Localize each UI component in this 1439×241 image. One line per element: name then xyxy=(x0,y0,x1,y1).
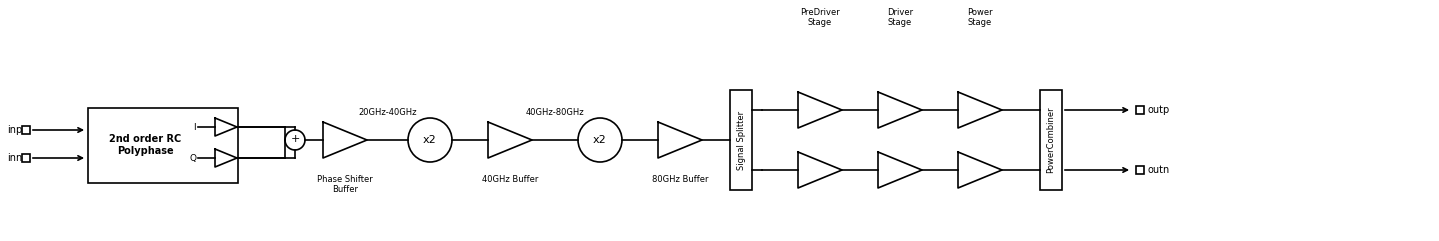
Text: +: + xyxy=(291,134,299,144)
Text: x2: x2 xyxy=(423,135,437,145)
Text: outp: outp xyxy=(1147,105,1170,115)
Text: Phase Shifter
Buffer: Phase Shifter Buffer xyxy=(317,175,373,194)
Text: outn: outn xyxy=(1147,165,1170,175)
Text: inn: inn xyxy=(7,153,22,163)
Ellipse shape xyxy=(409,118,452,162)
Bar xyxy=(22,126,30,134)
Text: 20GHz-40GHz: 20GHz-40GHz xyxy=(358,108,417,117)
Bar xyxy=(730,90,753,190)
Text: Power
Stage: Power Stage xyxy=(967,8,993,27)
Text: I: I xyxy=(193,122,196,132)
Text: x2: x2 xyxy=(593,135,607,145)
Text: PreDriver
Stage: PreDriver Stage xyxy=(800,8,840,27)
Bar xyxy=(1135,166,1144,174)
Text: 40GHz Buffer: 40GHz Buffer xyxy=(482,175,538,184)
Bar xyxy=(1040,90,1062,190)
Ellipse shape xyxy=(578,118,622,162)
Text: PowerCombiner: PowerCombiner xyxy=(1046,107,1055,173)
Bar xyxy=(1135,106,1144,114)
Text: Q: Q xyxy=(189,154,196,162)
Bar xyxy=(88,108,237,183)
Text: 40GHz-80GHz: 40GHz-80GHz xyxy=(525,108,584,117)
Text: 2nd order RC
Polyphase: 2nd order RC Polyphase xyxy=(109,134,181,156)
Text: Driver
Stage: Driver Stage xyxy=(886,8,914,27)
Text: inp: inp xyxy=(7,125,22,135)
Text: 80GHz Buffer: 80GHz Buffer xyxy=(652,175,708,184)
Bar xyxy=(22,154,30,162)
Text: Signal Splitter: Signal Splitter xyxy=(737,110,745,170)
